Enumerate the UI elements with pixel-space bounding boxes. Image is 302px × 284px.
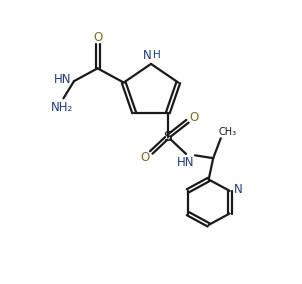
Text: HN: HN (54, 73, 71, 86)
Text: O: O (93, 31, 102, 44)
Text: O: O (140, 151, 149, 164)
Text: S: S (163, 130, 172, 144)
Text: N: N (234, 183, 243, 196)
Text: CH₃: CH₃ (218, 127, 236, 137)
Text: NH₂: NH₂ (51, 101, 73, 114)
Text: H: H (153, 50, 160, 60)
Text: N: N (143, 49, 151, 62)
Text: HN: HN (177, 156, 195, 169)
Text: O: O (190, 111, 199, 124)
